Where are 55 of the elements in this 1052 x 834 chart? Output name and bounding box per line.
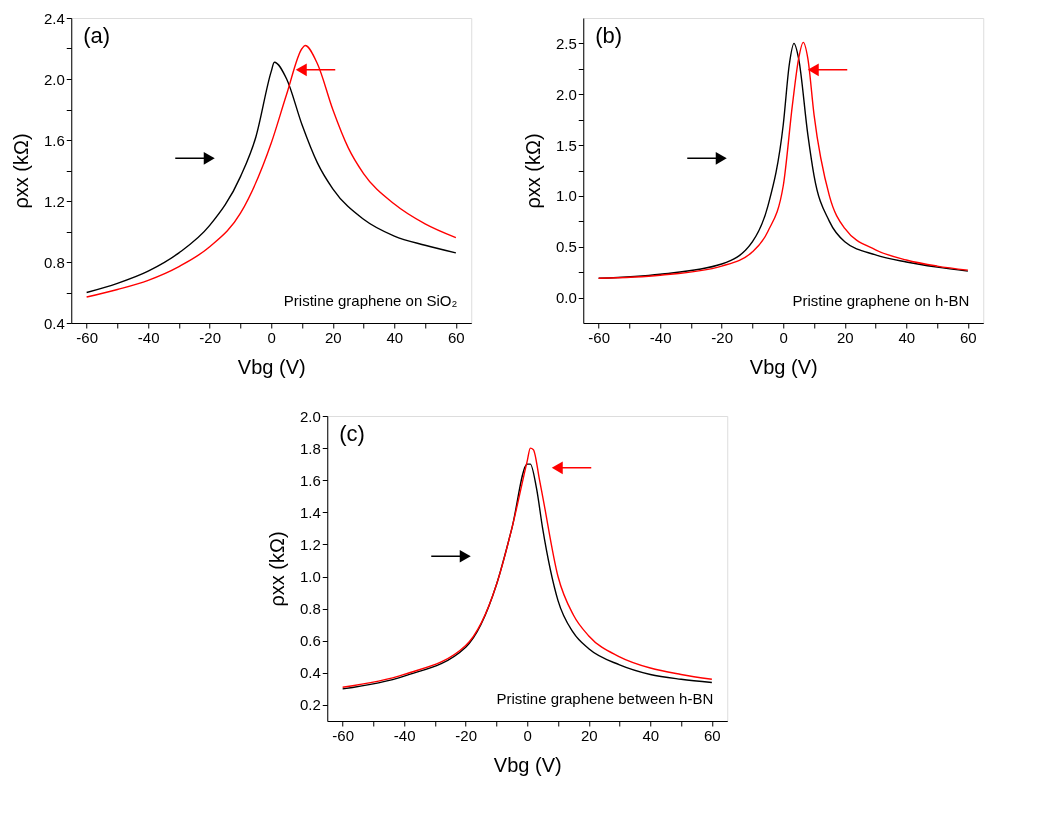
x-tick-label: 0 xyxy=(779,328,788,346)
x-axis-title: Vbg (V) xyxy=(237,355,306,378)
y-tick-label: 1.6 xyxy=(43,131,65,149)
x-axis-title: Vbg (V) xyxy=(749,355,818,378)
annotation: Pristine graphene on h-BN xyxy=(792,292,970,309)
y-tick-label: 0.0 xyxy=(555,289,577,307)
x-tick-label: 20 xyxy=(580,726,598,744)
annotation: (b) xyxy=(595,23,623,48)
y-tick-label: 0.5 xyxy=(555,238,577,256)
y-axis-title: ρxx (kΩ) xyxy=(9,133,32,209)
x-tick-label: -60 xyxy=(588,328,610,346)
x-tick-label: -60 xyxy=(332,726,354,744)
y-tick-label: 2.4 xyxy=(43,9,65,27)
annotation: Pristine graphene between h-BN xyxy=(496,690,714,707)
x-tick-label: 60 xyxy=(704,726,721,744)
y-tick-label: 1.5 xyxy=(555,136,577,154)
x-tick-label: 60 xyxy=(448,328,465,346)
x-tick-label: -60 xyxy=(76,328,98,346)
y-tick-label: 1.2 xyxy=(43,192,65,210)
x-tick-label: 60 xyxy=(960,328,977,346)
x-tick-label: -40 xyxy=(137,328,160,346)
y-tick-label: 1.6 xyxy=(299,471,321,489)
x-tick-label: -20 xyxy=(199,328,222,346)
x-tick-label: -40 xyxy=(393,726,416,744)
y-tick-label: 2.0 xyxy=(555,85,577,103)
x-tick-label: 20 xyxy=(836,328,854,346)
y-tick-label: 1.8 xyxy=(299,439,321,457)
x-axis-title: Vbg (V) xyxy=(493,753,562,776)
x-tick-label: 20 xyxy=(324,328,342,346)
y-tick-label: 1.0 xyxy=(299,568,321,586)
x-tick-label: -20 xyxy=(455,726,478,744)
y-tick-label: 2.0 xyxy=(299,407,321,425)
y-tick-label: 0.4 xyxy=(43,314,65,332)
y-tick-label: 1.2 xyxy=(299,535,321,553)
x-tick-label: 0 xyxy=(267,328,276,346)
y-tick-label: 0.8 xyxy=(43,253,65,271)
y-axis-title: ρxx (kΩ) xyxy=(521,133,544,209)
x-tick-label: 40 xyxy=(898,328,916,346)
y-tick-label: 1.0 xyxy=(555,187,577,205)
y-tick-label: 0.2 xyxy=(299,696,321,714)
annotation: (c) xyxy=(339,421,365,446)
y-tick-label: 0.4 xyxy=(299,664,321,682)
x-tick-label: -20 xyxy=(711,328,734,346)
x-tick-label: 40 xyxy=(642,726,660,744)
x-tick-label: 0 xyxy=(523,726,532,744)
annotation: (a) xyxy=(83,23,111,48)
y-tick-label: 1.4 xyxy=(299,503,321,521)
y-tick-label: 2.5 xyxy=(555,34,577,52)
y-tick-label: 0.8 xyxy=(299,600,321,618)
x-tick-label: 40 xyxy=(386,328,404,346)
x-tick-label: -40 xyxy=(649,328,672,346)
y-tick-label: 2.0 xyxy=(43,70,65,88)
y-axis-title: ρxx (kΩ) xyxy=(265,531,288,607)
annotation: Pristine graphene on SiO₂ xyxy=(283,292,458,309)
y-tick-label: 0.6 xyxy=(299,632,321,650)
